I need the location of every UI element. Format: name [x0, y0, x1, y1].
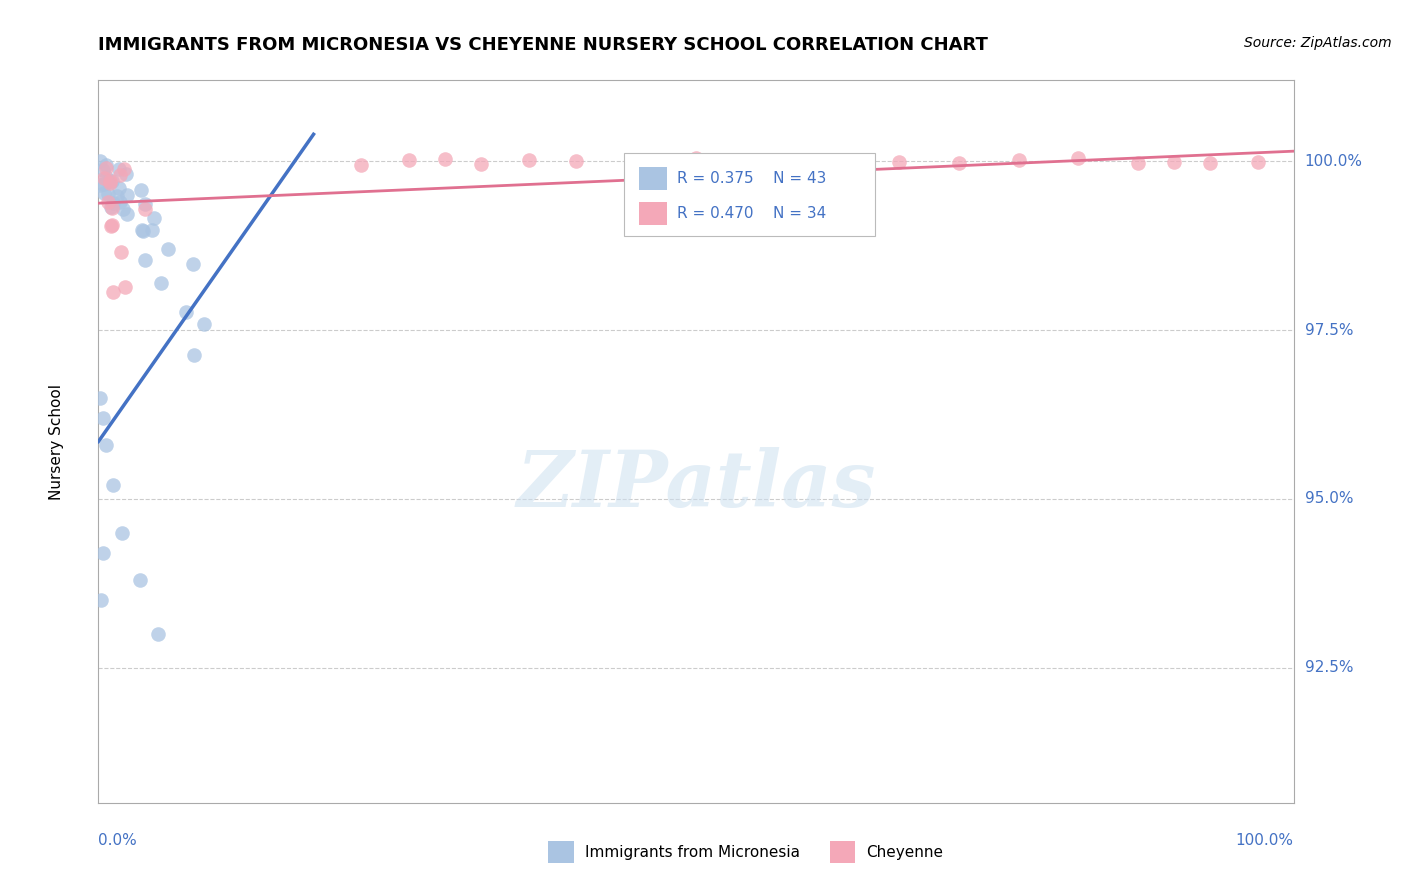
Point: [131, 222, 153, 236]
Text: 92.5%: 92.5%: [1305, 660, 1353, 675]
Point: [134, 253, 156, 268]
Point: [107, 181, 129, 195]
Bar: [638, 167, 668, 190]
Point: [193, 317, 215, 331]
Text: 95.0%: 95.0%: [1305, 491, 1353, 507]
Point: [90, 593, 112, 607]
Point: [1247, 155, 1270, 169]
Point: [112, 162, 135, 177]
Point: [108, 162, 131, 177]
Point: [1128, 156, 1150, 170]
Point: [93, 186, 115, 200]
Point: [98, 174, 121, 188]
Point: [97, 187, 120, 202]
Bar: [624, 153, 876, 235]
Point: [93, 178, 115, 192]
Text: 97.5%: 97.5%: [1305, 323, 1353, 338]
Point: [129, 573, 152, 587]
Point: [91, 162, 114, 177]
Point: [132, 224, 155, 238]
Point: [115, 207, 138, 221]
Point: [721, 158, 744, 172]
Point: [769, 156, 792, 170]
Point: [101, 195, 124, 210]
Point: [97, 195, 120, 210]
Point: [1008, 153, 1031, 167]
Point: [626, 154, 648, 169]
Point: [111, 525, 134, 540]
Point: [149, 276, 172, 290]
Point: [96, 161, 118, 175]
Text: R = 0.375    N = 43: R = 0.375 N = 43: [676, 171, 827, 186]
Point: [828, 153, 851, 167]
Point: [565, 154, 588, 169]
Point: [141, 223, 163, 237]
Point: [94, 438, 117, 452]
Point: [134, 196, 156, 211]
Point: [101, 285, 124, 299]
Point: [108, 169, 131, 183]
Point: [101, 174, 124, 188]
Point: [91, 546, 114, 560]
Point: [94, 158, 117, 172]
Point: [434, 152, 457, 166]
Point: [101, 218, 124, 232]
Text: R = 0.470    N = 34: R = 0.470 N = 34: [676, 206, 827, 220]
Point: [156, 242, 179, 256]
Point: [143, 211, 166, 225]
Point: [98, 177, 121, 191]
Point: [1067, 152, 1090, 166]
Point: [517, 153, 540, 168]
Point: [100, 219, 122, 234]
Point: [100, 200, 122, 214]
Text: IMMIGRANTS FROM MICRONESIA VS CHEYENNE NURSERY SCHOOL CORRELATION CHART: IMMIGRANTS FROM MICRONESIA VS CHEYENNE N…: [98, 36, 988, 54]
Point: [97, 174, 120, 188]
Point: [94, 169, 117, 184]
Text: 100.0%: 100.0%: [1305, 153, 1362, 169]
Point: [89, 391, 111, 405]
Point: [470, 157, 492, 171]
Text: Immigrants from Micronesia: Immigrants from Micronesia: [585, 845, 800, 860]
Point: [134, 202, 156, 217]
Point: [105, 188, 128, 202]
Text: 0.0%: 0.0%: [98, 833, 138, 848]
Point: [110, 245, 132, 260]
Text: ZIPatlas: ZIPatlas: [516, 447, 876, 523]
Point: [101, 478, 124, 492]
Point: [129, 183, 152, 197]
Point: [181, 257, 204, 271]
Text: Source: ZipAtlas.com: Source: ZipAtlas.com: [1244, 36, 1392, 50]
Point: [398, 153, 420, 167]
Point: [1199, 156, 1222, 170]
Point: [685, 151, 707, 165]
Point: [948, 156, 970, 170]
Text: Nursery School: Nursery School: [49, 384, 65, 500]
Point: [115, 167, 138, 181]
Point: [889, 155, 911, 169]
Point: [93, 170, 115, 185]
Bar: [638, 202, 668, 225]
Point: [183, 348, 205, 362]
Point: [117, 188, 139, 202]
Point: [89, 154, 111, 169]
Point: [114, 280, 136, 294]
Point: [148, 627, 170, 641]
Point: [108, 195, 131, 210]
Point: [350, 158, 373, 172]
Point: [89, 178, 111, 193]
Point: [174, 304, 197, 318]
Point: [91, 411, 114, 425]
Text: 100.0%: 100.0%: [1236, 833, 1294, 848]
Point: [101, 201, 124, 215]
Point: [1163, 154, 1185, 169]
Point: [112, 202, 135, 217]
Text: Cheyenne: Cheyenne: [866, 845, 943, 860]
